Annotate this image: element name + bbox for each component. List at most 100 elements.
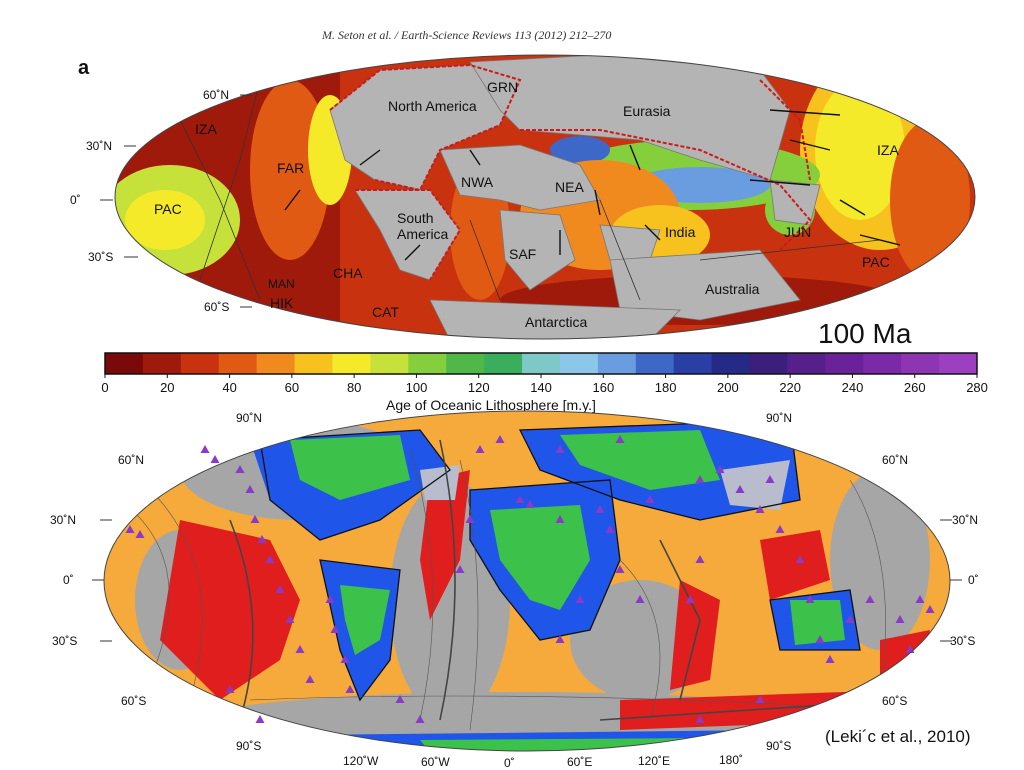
volcano-marker: [735, 485, 745, 493]
colorbar-swatch: [256, 353, 296, 374]
plate-label: NEA: [555, 179, 584, 195]
volcano-marker: [755, 695, 765, 703]
colorbar-ticks: [104, 374, 978, 378]
volcano-marker: [695, 555, 705, 563]
volcano-marker: [135, 530, 145, 538]
colorbar-tick-label: 0: [101, 380, 109, 395]
volcano-marker: [915, 595, 925, 603]
colorbar-title: Age of Oceanic Lithosphere [m.y.]: [386, 397, 596, 413]
top-lat-label: 60˚S: [204, 300, 230, 314]
bottom-lon-label: 180˚: [719, 753, 744, 767]
top-map-motion-arrows: [284, 109, 901, 261]
top-lat-label: 30˚S: [88, 250, 114, 264]
volcano-marker: [635, 595, 645, 603]
top-lat-label: 0˚: [70, 193, 81, 207]
plate-label: JUN: [784, 224, 812, 240]
volcano-marker: [250, 515, 260, 523]
volcano-marker: [795, 555, 805, 563]
bottom-lat-label-left: 30˚S: [52, 634, 78, 648]
colorbar-tick-label: 80: [346, 380, 362, 395]
colorbar-swatches: [105, 353, 978, 374]
bottom-map-age-contours: [119, 449, 886, 731]
volcano-marker: [455, 565, 465, 573]
volcano-marker: [845, 615, 855, 623]
volcano-marker: [605, 525, 615, 533]
top-lat-label: 30˚N: [86, 139, 113, 153]
volcano-marker: [340, 655, 350, 663]
colorbar-swatch: [370, 353, 409, 374]
top-map-plate-boundaries: [329, 63, 812, 281]
plate-label: FAR: [277, 160, 305, 176]
volcano-marker: [695, 715, 705, 723]
colorbar-tick-label: 220: [779, 380, 802, 395]
volcano-marker: [715, 465, 725, 473]
colorbar-swatch: [863, 353, 902, 374]
volcano-marker: [825, 655, 835, 663]
volcano-marker: [595, 505, 605, 513]
volcano-marker: [330, 625, 340, 633]
volcano-marker: [325, 595, 335, 603]
bottom-lon-label: 60˚E: [567, 755, 593, 769]
volcano-marker: [285, 615, 295, 623]
top-lat-label: 60˚N: [203, 88, 230, 102]
volcano-marker: [275, 585, 285, 593]
colorbar-swatch: [901, 353, 940, 374]
plate-label: North America: [388, 98, 477, 114]
volcano-marker: [555, 635, 565, 643]
volcano-marker: [685, 595, 695, 603]
colorbar-swatch: [673, 353, 713, 374]
bottom-lat-label-right: 90˚N: [766, 411, 793, 425]
bottom-map-volcanoes: [125, 435, 935, 723]
volcano-marker: [265, 555, 275, 563]
plate-label: Antarctica: [525, 314, 588, 330]
age-label: 100 Ma: [818, 318, 912, 349]
plate-label: Eurasia: [623, 103, 671, 119]
bottom-map-ticks: [92, 519, 962, 642]
bottom-lat-label-right: 0˚: [968, 573, 979, 587]
colorbar-swatch: [218, 353, 258, 374]
bottom-lat-label-left: 30˚N: [50, 513, 77, 527]
bottom-lon-label: 60˚W: [421, 755, 450, 769]
volcano-marker: [805, 595, 815, 603]
volcano-marker: [815, 635, 825, 643]
colorbar-tick-label: 60: [284, 380, 300, 395]
volcano-marker: [345, 685, 355, 693]
colorbar-swatch: [332, 353, 371, 374]
bottom-lat-label-left: 60˚N: [118, 453, 145, 467]
bottom-lon-label: 0˚: [504, 756, 515, 770]
colorbar-tick-label: 100: [405, 380, 428, 395]
volcano-marker: [245, 485, 255, 493]
volcano-marker: [225, 685, 235, 693]
volcano-marker: [555, 515, 565, 523]
plate-label: PAC: [862, 254, 890, 270]
volcano-marker: [615, 565, 625, 573]
volcano-marker: [575, 595, 585, 603]
top-map-border: [114, 54, 976, 340]
colorbar-tick-label: 240: [841, 380, 864, 395]
volcano-marker: [755, 505, 765, 513]
plate-label: HIK: [270, 295, 294, 311]
volcano-marker: [515, 495, 525, 503]
colorbar-tick-label: 40: [222, 380, 237, 395]
colorbar-swatch: [597, 353, 637, 374]
colorbar-tick-label: 280: [966, 380, 988, 395]
colorbar-tick-label: 20: [160, 380, 175, 395]
plate-label: MAN: [268, 277, 295, 291]
volcano-marker: [895, 615, 905, 623]
bottom-lat-label-left: 90˚N: [236, 411, 263, 425]
colorbar-swatch: [825, 353, 864, 374]
bottom-lat-label-left: 0˚: [63, 573, 74, 587]
bottom-lat-label-left: 90˚S: [236, 739, 262, 753]
volcano-marker: [125, 525, 135, 533]
colorbar-tick-label: 160: [592, 380, 615, 395]
panel-letter: a: [78, 57, 90, 79]
bottom-lat-label-right: 60˚N: [882, 453, 909, 467]
volcano-marker: [615, 435, 625, 443]
plate-label: South America: [397, 210, 449, 242]
volcano-marker: [257, 535, 267, 543]
colorbar-swatch: [939, 353, 978, 374]
colorbar-swatch: [180, 353, 220, 374]
plate-label: CHA: [333, 265, 363, 281]
volcano-marker: [465, 515, 475, 523]
